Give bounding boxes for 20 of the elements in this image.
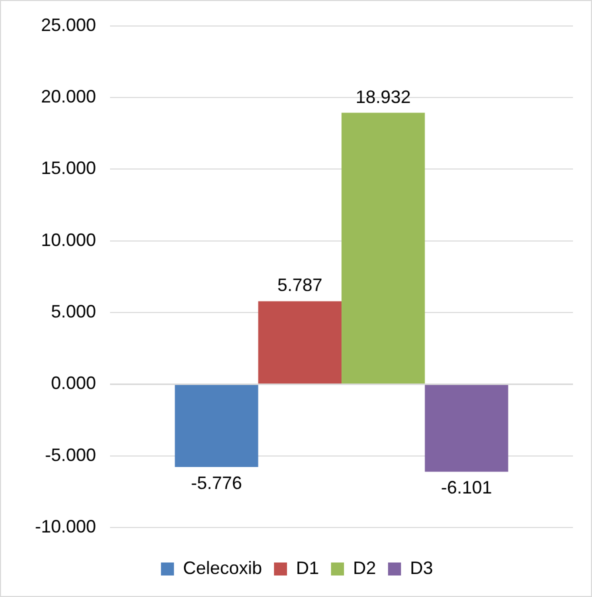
y-tick-label: 20.000	[40, 86, 96, 106]
y-tick-label: -10.000	[34, 516, 96, 537]
bar	[424, 384, 508, 472]
bar	[258, 301, 342, 384]
data-label: -5.776	[191, 473, 242, 494]
y-tick-label: 25.000	[40, 14, 96, 35]
legend-label: D3	[410, 558, 434, 578]
legend-label: D2	[353, 558, 376, 578]
bar	[342, 112, 425, 384]
data-label: -6.101	[441, 478, 492, 498]
legend-label: Celecoxib	[182, 558, 262, 578]
data-label: 5.787	[277, 275, 322, 296]
y-tick-label: -5.000	[45, 444, 96, 465]
data-label: 18.932	[356, 86, 411, 107]
legend-label: D1	[296, 558, 320, 578]
y-tick-label: 0.000	[51, 373, 96, 394]
bar	[174, 384, 258, 468]
y-tick-label: 5.000	[51, 302, 96, 322]
y-tick-label: 15.000	[40, 158, 96, 178]
y-tick-label: 10.000	[40, 230, 96, 250]
